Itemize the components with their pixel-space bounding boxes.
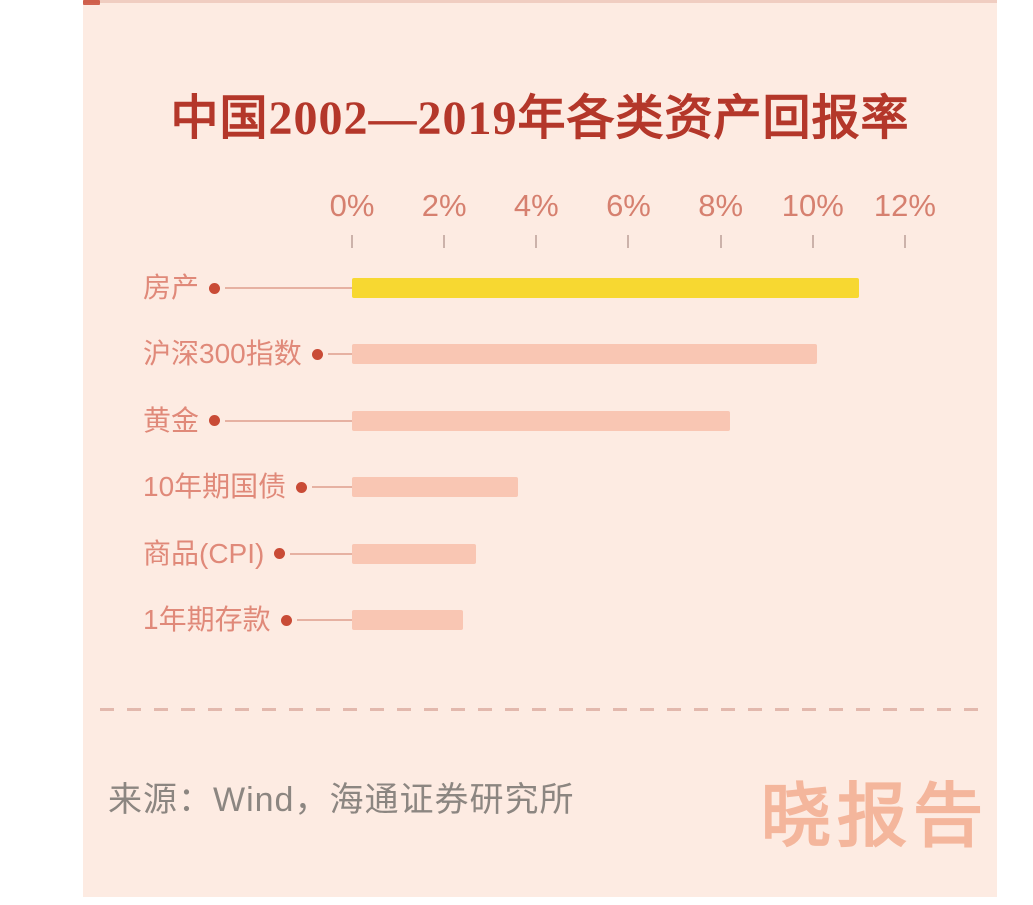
category-label: 商品(CPI) [143, 537, 265, 569]
x-axis-tick [627, 235, 630, 248]
x-axis-tick [719, 235, 722, 248]
bar-row: 10年期国债 [83, 471, 997, 503]
category-label: 10年期国债 [143, 471, 287, 503]
x-axis-tick [903, 235, 906, 248]
bar-row: 沪深300指数 [83, 338, 997, 370]
dot-marker [209, 415, 221, 427]
row-lead: 10年期国债 [143, 471, 352, 503]
bar [352, 477, 518, 498]
source-text: 来源：Wind，海通证券研究所 [108, 781, 575, 819]
x-axis-tick-label: 12% [873, 188, 936, 223]
bar [352, 410, 730, 431]
dot-marker [296, 481, 308, 493]
leader-line [225, 287, 352, 289]
dot-marker [280, 614, 292, 626]
category-label: 房产 [143, 272, 200, 303]
bar [352, 344, 818, 365]
panel-top-edge [83, 0, 997, 3]
category-label: 沪深300指数 [143, 338, 302, 370]
dot-marker [209, 282, 221, 294]
bar-row: 商品(CPI) [83, 538, 997, 570]
leader-line [327, 353, 352, 356]
x-axis-tick-label: 2% [421, 188, 467, 223]
bar-row: 房产 [83, 272, 997, 304]
bar-row: 黄金 [83, 405, 997, 437]
dot-marker [311, 348, 323, 360]
x-axis-tick-label: 0% [329, 188, 375, 223]
category-label: 1年期存款 [143, 604, 271, 635]
row-lead: 商品(CPI) [143, 538, 352, 570]
dashed-divider [100, 708, 980, 711]
category-label: 黄金 [143, 404, 200, 436]
x-axis-tick-label: 4% [513, 188, 559, 223]
corner-dash-decoration [83, 0, 100, 5]
bar [352, 543, 477, 564]
chart-title: 中国2002—2019年各类资产回报率 [170, 92, 910, 145]
x-axis-tick [351, 235, 353, 248]
bar [352, 278, 859, 298]
leader-line [312, 486, 352, 489]
dot-marker [274, 548, 286, 560]
leader-line [296, 619, 352, 621]
x-axis-tick-label: 6% [606, 188, 651, 223]
bar-row: 1年期存款 [83, 604, 997, 636]
chart-panel: 中国2002—2019年各类资产回报率 0% 2% 4% 6% 8% 10% 12% 房产沪深… [83, 0, 997, 897]
row-lead: 房产 [143, 272, 352, 304]
leader-line [290, 552, 352, 555]
watermark-logo: 晓报告 [761, 777, 989, 855]
x-axis-tick [443, 235, 446, 248]
x-axis-tick [811, 235, 814, 248]
leader-line [225, 419, 352, 422]
x-axis-tick-label: 10% [781, 188, 844, 223]
x-axis-tick-label: 8% [698, 188, 744, 223]
row-lead: 沪深300指数 [143, 338, 352, 370]
bar-chart: 0% 2% 4% 6% 8% 10% 12% 房产沪深300指数 黄金 10年期国债 商品(CPI)… [83, 0, 997, 897]
row-lead: 黄金 [143, 405, 352, 437]
row-lead: 1年期存款 [143, 604, 352, 636]
x-axis-tick [535, 235, 538, 248]
bar [352, 610, 463, 630]
